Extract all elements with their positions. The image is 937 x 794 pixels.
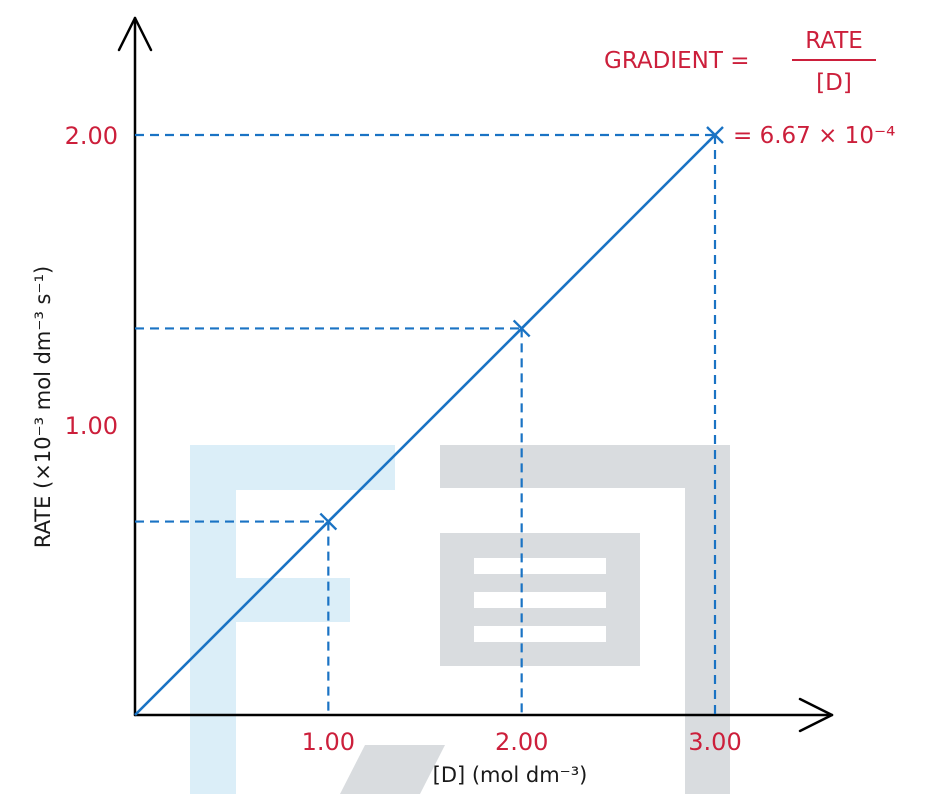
gradient-result: = 6.67 × 10⁻⁴ xyxy=(733,123,895,149)
gradient-denominator: [D] xyxy=(816,70,852,96)
data-point-marker-1 xyxy=(319,512,338,531)
y-axis-title: RATE (×10⁻³ mol dm⁻³ s⁻¹) xyxy=(31,266,55,548)
x-tick-label-2: 2.00 xyxy=(495,728,548,756)
y-axis-arrowhead xyxy=(117,16,153,52)
tick-labels: 1.00 2.00 3.00 1.00 2.00 xyxy=(65,122,742,756)
series-line xyxy=(134,134,716,716)
watermark-logo xyxy=(190,445,730,794)
x-axis-arrowhead xyxy=(798,697,834,733)
gradient-numerator: RATE xyxy=(805,28,863,54)
x-tick-label-3: 3.00 xyxy=(688,728,741,756)
x-axis-title: [D] (mol dm⁻³) xyxy=(433,763,588,787)
x-tick-label-1: 1.00 xyxy=(302,728,355,756)
data-point-marker-3 xyxy=(706,126,724,144)
data-series xyxy=(134,126,724,716)
data-point-marker-2 xyxy=(512,319,531,338)
gradient-label: GRADIENT = xyxy=(604,48,749,74)
y-tick-label-2: 2.00 xyxy=(65,122,118,150)
guide-lines xyxy=(135,133,717,715)
y-tick-label-1: 1.00 xyxy=(65,412,118,440)
gradient-annotation: GRADIENT = RATE [D] = 6.67 × 10⁻⁴ xyxy=(604,28,895,149)
